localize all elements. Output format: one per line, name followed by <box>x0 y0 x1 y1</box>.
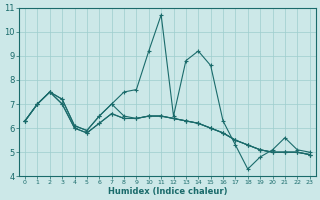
X-axis label: Humidex (Indice chaleur): Humidex (Indice chaleur) <box>108 187 227 196</box>
